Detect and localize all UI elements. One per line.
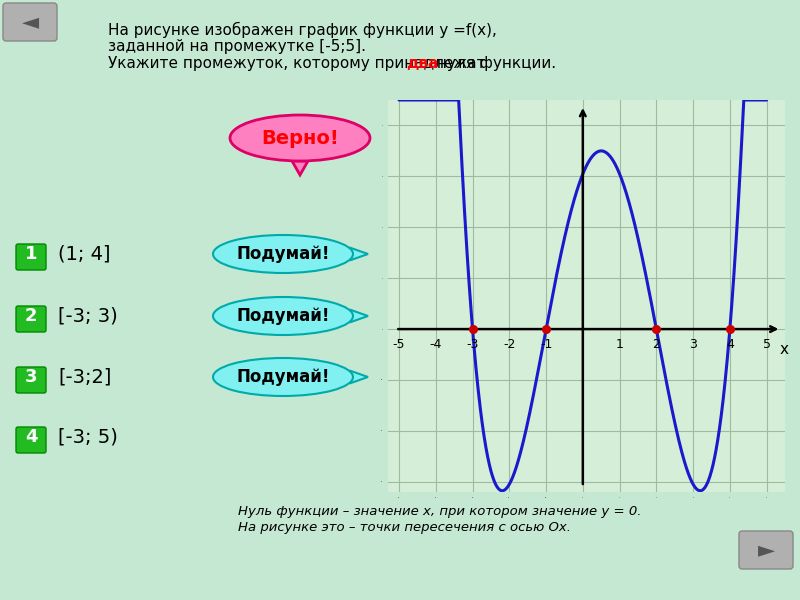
Text: [-3; 5): [-3; 5) <box>58 427 118 446</box>
FancyBboxPatch shape <box>16 367 46 393</box>
Ellipse shape <box>213 358 353 396</box>
Text: заданной на промежутке [-5;5].: заданной на промежутке [-5;5]. <box>108 39 366 54</box>
Text: Верно!: Верно! <box>261 128 339 148</box>
Text: 5: 5 <box>762 338 770 351</box>
Text: -3: -3 <box>466 338 478 351</box>
Text: -4: -4 <box>430 338 442 351</box>
Text: -2: -2 <box>503 338 515 351</box>
Text: (1; 4]: (1; 4] <box>58 245 110 263</box>
Text: -1: -1 <box>540 338 552 351</box>
Polygon shape <box>292 161 308 175</box>
Text: два: два <box>406 56 438 71</box>
Text: 2: 2 <box>653 338 660 351</box>
FancyBboxPatch shape <box>16 244 46 270</box>
Polygon shape <box>351 371 368 383</box>
Text: ◄: ◄ <box>22 12 38 32</box>
Polygon shape <box>351 310 368 322</box>
Ellipse shape <box>213 235 353 273</box>
Ellipse shape <box>230 115 370 161</box>
Text: x: x <box>779 342 789 357</box>
Text: [-3; 3): [-3; 3) <box>58 307 118 325</box>
Text: [-3;2]: [-3;2] <box>58 367 111 386</box>
Text: Подумай!: Подумай! <box>236 245 330 263</box>
Text: 2: 2 <box>25 307 38 325</box>
Text: 4: 4 <box>25 428 38 446</box>
Text: 3: 3 <box>25 368 38 386</box>
Text: Подумай!: Подумай! <box>236 307 330 325</box>
FancyBboxPatch shape <box>16 306 46 332</box>
Text: 1: 1 <box>616 338 623 351</box>
Text: 1: 1 <box>25 245 38 263</box>
Text: 4: 4 <box>726 338 734 351</box>
Ellipse shape <box>213 297 353 335</box>
Text: Подумай!: Подумай! <box>236 368 330 386</box>
Text: -5: -5 <box>393 338 406 351</box>
FancyBboxPatch shape <box>739 531 793 569</box>
Text: 3: 3 <box>689 338 697 351</box>
Text: На рисунке это – точки пересечения с осью Ox.: На рисунке это – точки пересечения с ось… <box>238 521 571 534</box>
Text: нуля функции.: нуля функции. <box>432 56 556 71</box>
Text: Нуль функции – значение x, при котором значение y = 0.: Нуль функции – значение x, при котором з… <box>238 505 642 518</box>
Text: Укажите промежуток, которому принадлежат: Укажите промежуток, которому принадлежат <box>108 56 490 71</box>
FancyBboxPatch shape <box>3 3 57 41</box>
Text: На рисунке изображен график функции y =f(x),: На рисунке изображен график функции y =f… <box>108 22 497 38</box>
Text: ►: ► <box>758 540 774 560</box>
FancyBboxPatch shape <box>16 427 46 453</box>
Polygon shape <box>351 248 368 260</box>
